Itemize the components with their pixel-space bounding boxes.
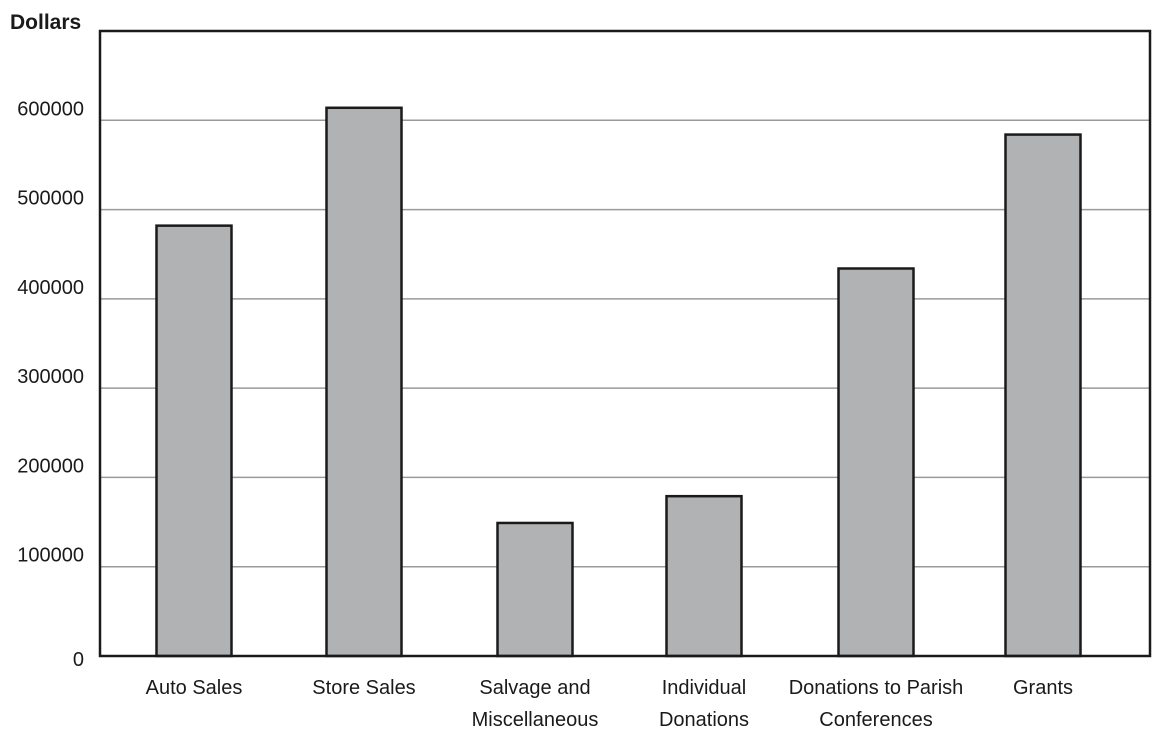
x-category-labels: Auto Sales Store Sales Salvage and Miscella… <box>146 677 1073 729</box>
bar <box>665 494 743 658</box>
y-tick-labels: 0 100000 200000 300000 400000 500000 600000 <box>17 98 84 671</box>
x-category-label: Individual Donations <box>659 677 749 729</box>
plot-frame <box>98 29 1152 658</box>
bar <box>325 106 403 658</box>
x-category-label: Store Sales <box>312 677 415 699</box>
y-tick-label: 500000 <box>17 188 84 210</box>
x-category-label: Salvage and Miscellaneous <box>472 677 599 729</box>
x-category-label: Grants <box>1013 677 1073 699</box>
bar <box>1004 133 1082 658</box>
bar <box>837 267 915 658</box>
gridlines <box>100 119 1150 568</box>
x-category-label: Auto Sales <box>146 677 243 699</box>
y-tick-label: 200000 <box>17 455 84 477</box>
y-tick-label: 300000 <box>17 366 84 388</box>
y-axis-title: Dollars <box>10 11 81 34</box>
y-tick-label: 0 <box>73 649 84 671</box>
bar <box>496 521 574 658</box>
y-tick-label: 100000 <box>17 545 84 567</box>
y-tick-label: 400000 <box>17 277 84 299</box>
bars <box>155 106 1082 658</box>
x-category-label: Donations to Parish Conferences <box>789 677 964 729</box>
y-tick-label: 600000 <box>17 98 84 120</box>
bar <box>155 224 233 658</box>
